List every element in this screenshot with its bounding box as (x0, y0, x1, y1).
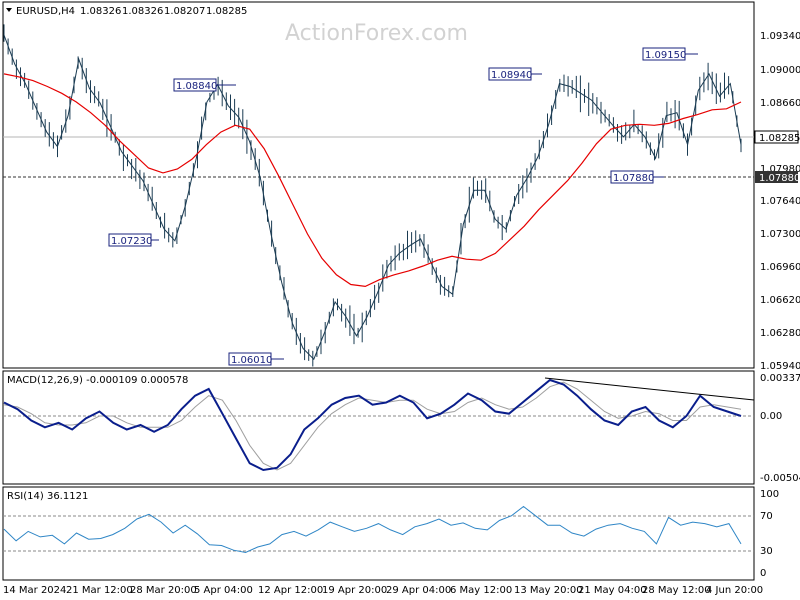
x-tick-label: 13 May 20:00 (514, 585, 583, 596)
svg-text:1.07880: 1.07880 (613, 173, 654, 184)
support-price-badge: 1.07880 (755, 171, 800, 184)
macd-trendline (544, 377, 755, 401)
macd-tick-label: 0.003375 (760, 373, 800, 384)
watermark-text: ActionForex.com (285, 21, 468, 46)
rsi-tick-label: 30 (760, 546, 773, 557)
annotation-1-06010: 1.06010 (228, 352, 284, 366)
rsi-tick-label: 100 (760, 489, 779, 500)
price-y-axis: 1.09340 1.09000 1.08660 1.07980 1.07640 … (760, 31, 800, 372)
svg-text:1.08940: 1.08940 (491, 70, 532, 81)
price-tick-label: 1.09000 (760, 65, 800, 76)
x-tick-label: 28 May 12:00 (642, 585, 711, 596)
annotation-1-08940: 1.08940 (488, 67, 542, 81)
macd-tick-label: -0.00504 (760, 473, 800, 484)
rsi-tick-label: 70 (760, 511, 773, 522)
price-candles (3, 24, 742, 367)
x-tick-label: 19 Apr 20:00 (322, 585, 387, 596)
high-value: 1.08326 (122, 6, 163, 17)
price-tick-label: 1.07980 (760, 164, 800, 175)
svg-text:1.08285: 1.08285 (759, 133, 800, 144)
low-value: 1.08207 (164, 6, 205, 17)
x-tick-label: 6 May 12:00 (450, 585, 512, 596)
x-tick-label: 14 Mar 2024 (3, 585, 66, 596)
price-tick-label: 1.06960 (760, 262, 800, 273)
rsi-panel-frame (2, 486, 755, 581)
svg-text:1.09150: 1.09150 (645, 50, 686, 61)
symbol-label: EURUSD,H4 (16, 6, 75, 17)
price-tick-label: 1.08660 (760, 98, 800, 109)
price-close-line (3, 34, 742, 361)
svg-text:1.07230: 1.07230 (111, 236, 152, 247)
macd-main-line (3, 378, 742, 472)
x-tick-label: 4 Jun 20:00 (706, 585, 763, 596)
price-tick-label: 1.09340 (760, 31, 800, 42)
svg-text:1.08840: 1.08840 (176, 81, 217, 92)
x-tick-label: 28 Mar 20:00 (130, 585, 197, 596)
price-panel-frame (2, 1, 755, 369)
open-value: 1.08326 (80, 6, 121, 17)
macd-tick-label: 0.00 (760, 411, 782, 422)
x-tick-label: 12 Apr 12:00 (258, 585, 323, 596)
current-price-badge: 1.08285 (754, 130, 800, 144)
macd-label: MACD(12,26,9) -0.000109 0.000578 (7, 375, 188, 386)
rsi-label: RSI(14) 36.1121 (7, 491, 88, 502)
svg-text:1.06010: 1.06010 (231, 355, 272, 366)
x-tick-label: 21 May 04:00 (578, 585, 647, 596)
x-axis: 14 Mar 2024 21 Mar 12:00 28 Mar 20:00 5 … (3, 585, 763, 596)
dropdown-triangle-icon[interactable] (6, 8, 12, 12)
macd-panel-frame (2, 370, 755, 485)
price-tick-label: 1.06280 (760, 328, 800, 339)
x-tick-label: 29 Apr 04:00 (386, 585, 451, 596)
price-tick-label: 1.05940 (760, 361, 800, 372)
price-tick-label: 1.07300 (760, 229, 800, 240)
x-tick-label: 5 Apr 04:00 (194, 585, 253, 596)
price-tick-label: 1.07640 (760, 196, 800, 207)
macd-signal-line (3, 381, 742, 471)
x-tick-label: 21 Mar 12:00 (66, 585, 133, 596)
close-value: 1.08285 (206, 6, 247, 17)
annotation-1-07230: 1.07230 (108, 233, 159, 247)
chart-header: EURUSD,H4 1.08326 1.08326 1.08207 1.0828… (6, 6, 247, 17)
svg-text:1.07880: 1.07880 (759, 173, 800, 184)
moving-average-line (3, 73, 742, 288)
annotation-1-09150: 1.09150 (642, 47, 698, 61)
annotation-1-08840: 1.08840 (173, 78, 236, 92)
annotation-1-07880: 1.07880 (610, 170, 664, 184)
rsi-line (3, 505, 742, 554)
rsi-tick-label: 0 (760, 568, 766, 579)
price-tick-label: 1.06620 (760, 295, 800, 306)
